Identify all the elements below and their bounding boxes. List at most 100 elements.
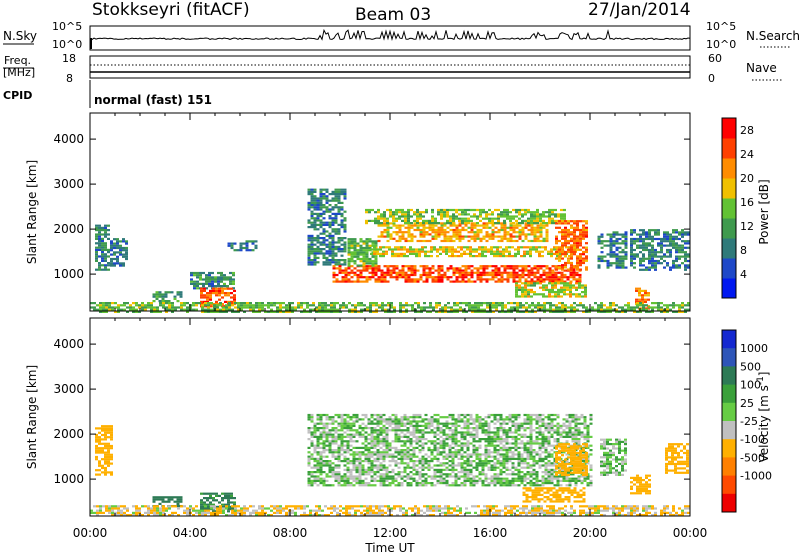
range-gate <box>642 233 645 236</box>
range-gate <box>371 240 375 243</box>
range-gate <box>639 244 642 247</box>
range-gate <box>374 267 378 270</box>
range-gate <box>358 462 362 465</box>
range-gate <box>392 211 395 214</box>
range-gate <box>467 278 471 281</box>
range-gate <box>687 242 690 245</box>
range-gate <box>630 246 633 249</box>
range-gate <box>337 232 341 235</box>
range-gate <box>374 219 377 222</box>
range-gate <box>482 273 486 277</box>
range-gate <box>331 252 335 255</box>
range-gate <box>418 438 422 441</box>
range-gate <box>675 229 678 232</box>
range-gate <box>322 424 326 427</box>
range-gate <box>382 451 386 454</box>
range-gate <box>209 497 212 500</box>
range-gate <box>392 215 395 218</box>
range-gate <box>669 255 672 258</box>
range-gate <box>530 239 534 243</box>
range-gate <box>215 287 218 290</box>
range-gate <box>422 235 426 238</box>
range-gate <box>486 302 489 305</box>
range-gate <box>579 253 582 256</box>
range-gate <box>499 255 502 258</box>
range-gate <box>101 259 104 262</box>
range-gate <box>366 308 369 311</box>
range-gate <box>270 302 273 305</box>
range-gate <box>201 304 204 307</box>
range-gate <box>397 422 401 425</box>
range-gate <box>370 433 374 436</box>
range-gate <box>110 462 113 465</box>
range-gate <box>400 246 403 249</box>
range-gate <box>642 246 645 249</box>
range-gate <box>448 451 452 454</box>
range-gate <box>165 310 168 313</box>
range-gate <box>436 433 440 436</box>
range-gate <box>245 249 249 252</box>
range-gate <box>481 246 484 249</box>
range-gate <box>344 271 348 274</box>
range-gate <box>400 484 404 487</box>
range-gate <box>409 416 413 419</box>
range-gate <box>548 291 551 294</box>
range-gate <box>404 276 408 279</box>
range-gate <box>419 235 423 238</box>
range-gate <box>624 233 628 236</box>
range-gate <box>556 255 559 258</box>
range-gate <box>415 471 419 474</box>
range-gate <box>417 304 420 307</box>
range-gate <box>494 231 498 234</box>
range-gate <box>428 271 432 274</box>
range-gate <box>584 291 587 294</box>
range-gate <box>104 453 107 456</box>
range-gate <box>624 235 628 238</box>
range-gate <box>687 240 690 243</box>
range-gate <box>129 308 132 311</box>
range-gate <box>352 420 356 423</box>
range-gate <box>675 237 678 241</box>
range-gate <box>255 304 258 307</box>
range-gate <box>572 265 576 268</box>
range-gate <box>560 288 563 291</box>
range-gate <box>410 237 414 240</box>
range-gate <box>316 475 320 478</box>
range-gate <box>398 215 401 218</box>
range-gate <box>352 451 356 454</box>
range-gate <box>98 473 101 476</box>
range-gate <box>442 482 446 485</box>
range-gate <box>340 243 344 246</box>
range-gate <box>350 255 354 258</box>
range-gate <box>555 226 558 229</box>
range-gate <box>612 253 616 256</box>
range-gate <box>612 233 616 236</box>
range-gate <box>485 231 489 234</box>
range-gate <box>424 477 428 480</box>
range-gate <box>558 259 561 262</box>
range-gate <box>600 304 603 307</box>
range-gate <box>448 413 452 417</box>
range-gate <box>457 255 460 258</box>
noise-panel: N.Sky 10^5 10^0 10^5 10^0 N.Search <box>3 20 800 51</box>
range-gate <box>630 262 633 265</box>
range-gate <box>458 219 461 222</box>
range-gate <box>422 265 426 268</box>
range-gate <box>421 482 425 485</box>
range-gate <box>453 304 456 307</box>
range-gate <box>273 302 276 305</box>
range-gate <box>672 304 675 307</box>
range-gate <box>349 460 353 463</box>
range-gate <box>285 304 288 307</box>
range-gate <box>237 304 240 307</box>
range-gate <box>491 269 495 272</box>
range-gate <box>254 240 258 243</box>
range-gate <box>479 224 483 227</box>
range-gate <box>358 479 362 482</box>
range-gate <box>193 274 196 277</box>
range-gate <box>176 498 180 501</box>
range-gate <box>491 237 495 240</box>
range-gate <box>386 235 390 238</box>
range-gate <box>424 453 428 456</box>
range-gate <box>228 304 231 307</box>
